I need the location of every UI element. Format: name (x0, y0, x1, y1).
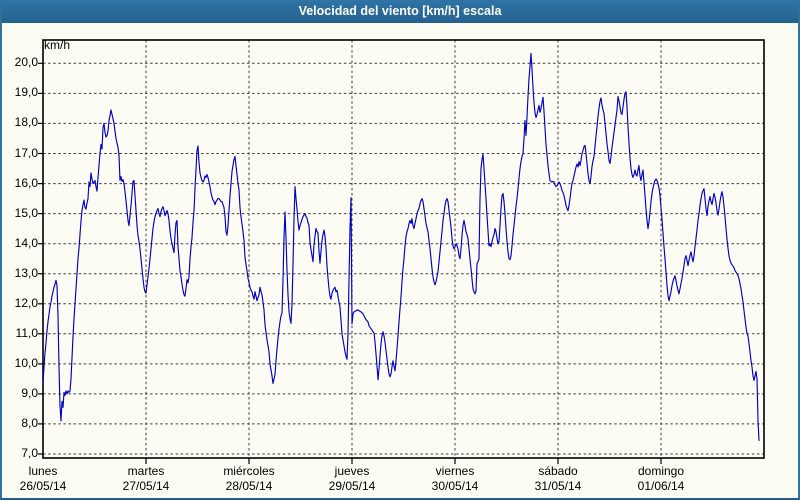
day-date: 26/05/14 (19, 479, 67, 493)
x-axis-day-label: lunes 26/05/14 (2, 464, 91, 494)
y-axis-tick-label: 15,0 (14, 205, 38, 220)
x-axis-day-label: sábado 31/05/14 (510, 464, 606, 494)
y-axis-tick-label: 18,0 (14, 115, 38, 130)
day-date: 28/05/14 (225, 479, 273, 493)
y-axis-tick-label: 17,0 (14, 145, 38, 160)
day-date: 27/05/14 (122, 479, 170, 493)
y-axis-tick-label: 10,0 (14, 355, 38, 370)
day-name: domingo (637, 464, 685, 478)
day-name: sábado (538, 464, 578, 478)
x-axis-day-label: martes 27/05/14 (98, 464, 194, 494)
day-name: miércoles (223, 464, 275, 478)
day-date: 30/05/14 (431, 479, 479, 493)
day-name: jueves (334, 464, 370, 478)
wind-speed-line (42, 52, 760, 442)
day-date: 29/05/14 (328, 479, 376, 493)
y-axis-tick-label: 13,0 (14, 265, 38, 280)
day-name: martes (127, 464, 165, 478)
y-axis-tick-label: 8,0 (21, 415, 38, 430)
chart-title-bar: Velocidad del viento [km/h] escala (2, 0, 798, 23)
y-axis-tick-label: 19,0 (14, 85, 38, 100)
x-axis-day-label: jueves 29/05/14 (304, 464, 400, 494)
y-axis-unit-label: km/h (43, 38, 70, 52)
y-axis-tick-label: 12,0 (14, 295, 38, 310)
plot-border (42, 39, 765, 459)
x-axis-day-label: miércoles 28/05/14 (201, 464, 297, 494)
y-axis-tick-label: 16,0 (14, 175, 38, 190)
y-axis-tick-label: 9,0 (21, 385, 38, 400)
x-axis-day-label: domingo 01/06/14 (613, 464, 709, 494)
y-axis-tick-label: 14,0 (14, 235, 38, 250)
y-axis-tick-label: 20,0 (14, 55, 38, 70)
day-date: 31/05/14 (534, 479, 582, 493)
y-axis-tick-label: 11,0 (15, 325, 38, 340)
day-date: 01/06/14 (637, 479, 685, 493)
day-name: viernes (435, 464, 475, 478)
y-axis-tick-label: 7,0 (21, 446, 38, 460)
x-axis-day-label: viernes 30/05/14 (407, 464, 503, 494)
day-name: lunes (28, 464, 58, 478)
chart-title: Velocidad del viento [km/h] escala (298, 4, 502, 18)
